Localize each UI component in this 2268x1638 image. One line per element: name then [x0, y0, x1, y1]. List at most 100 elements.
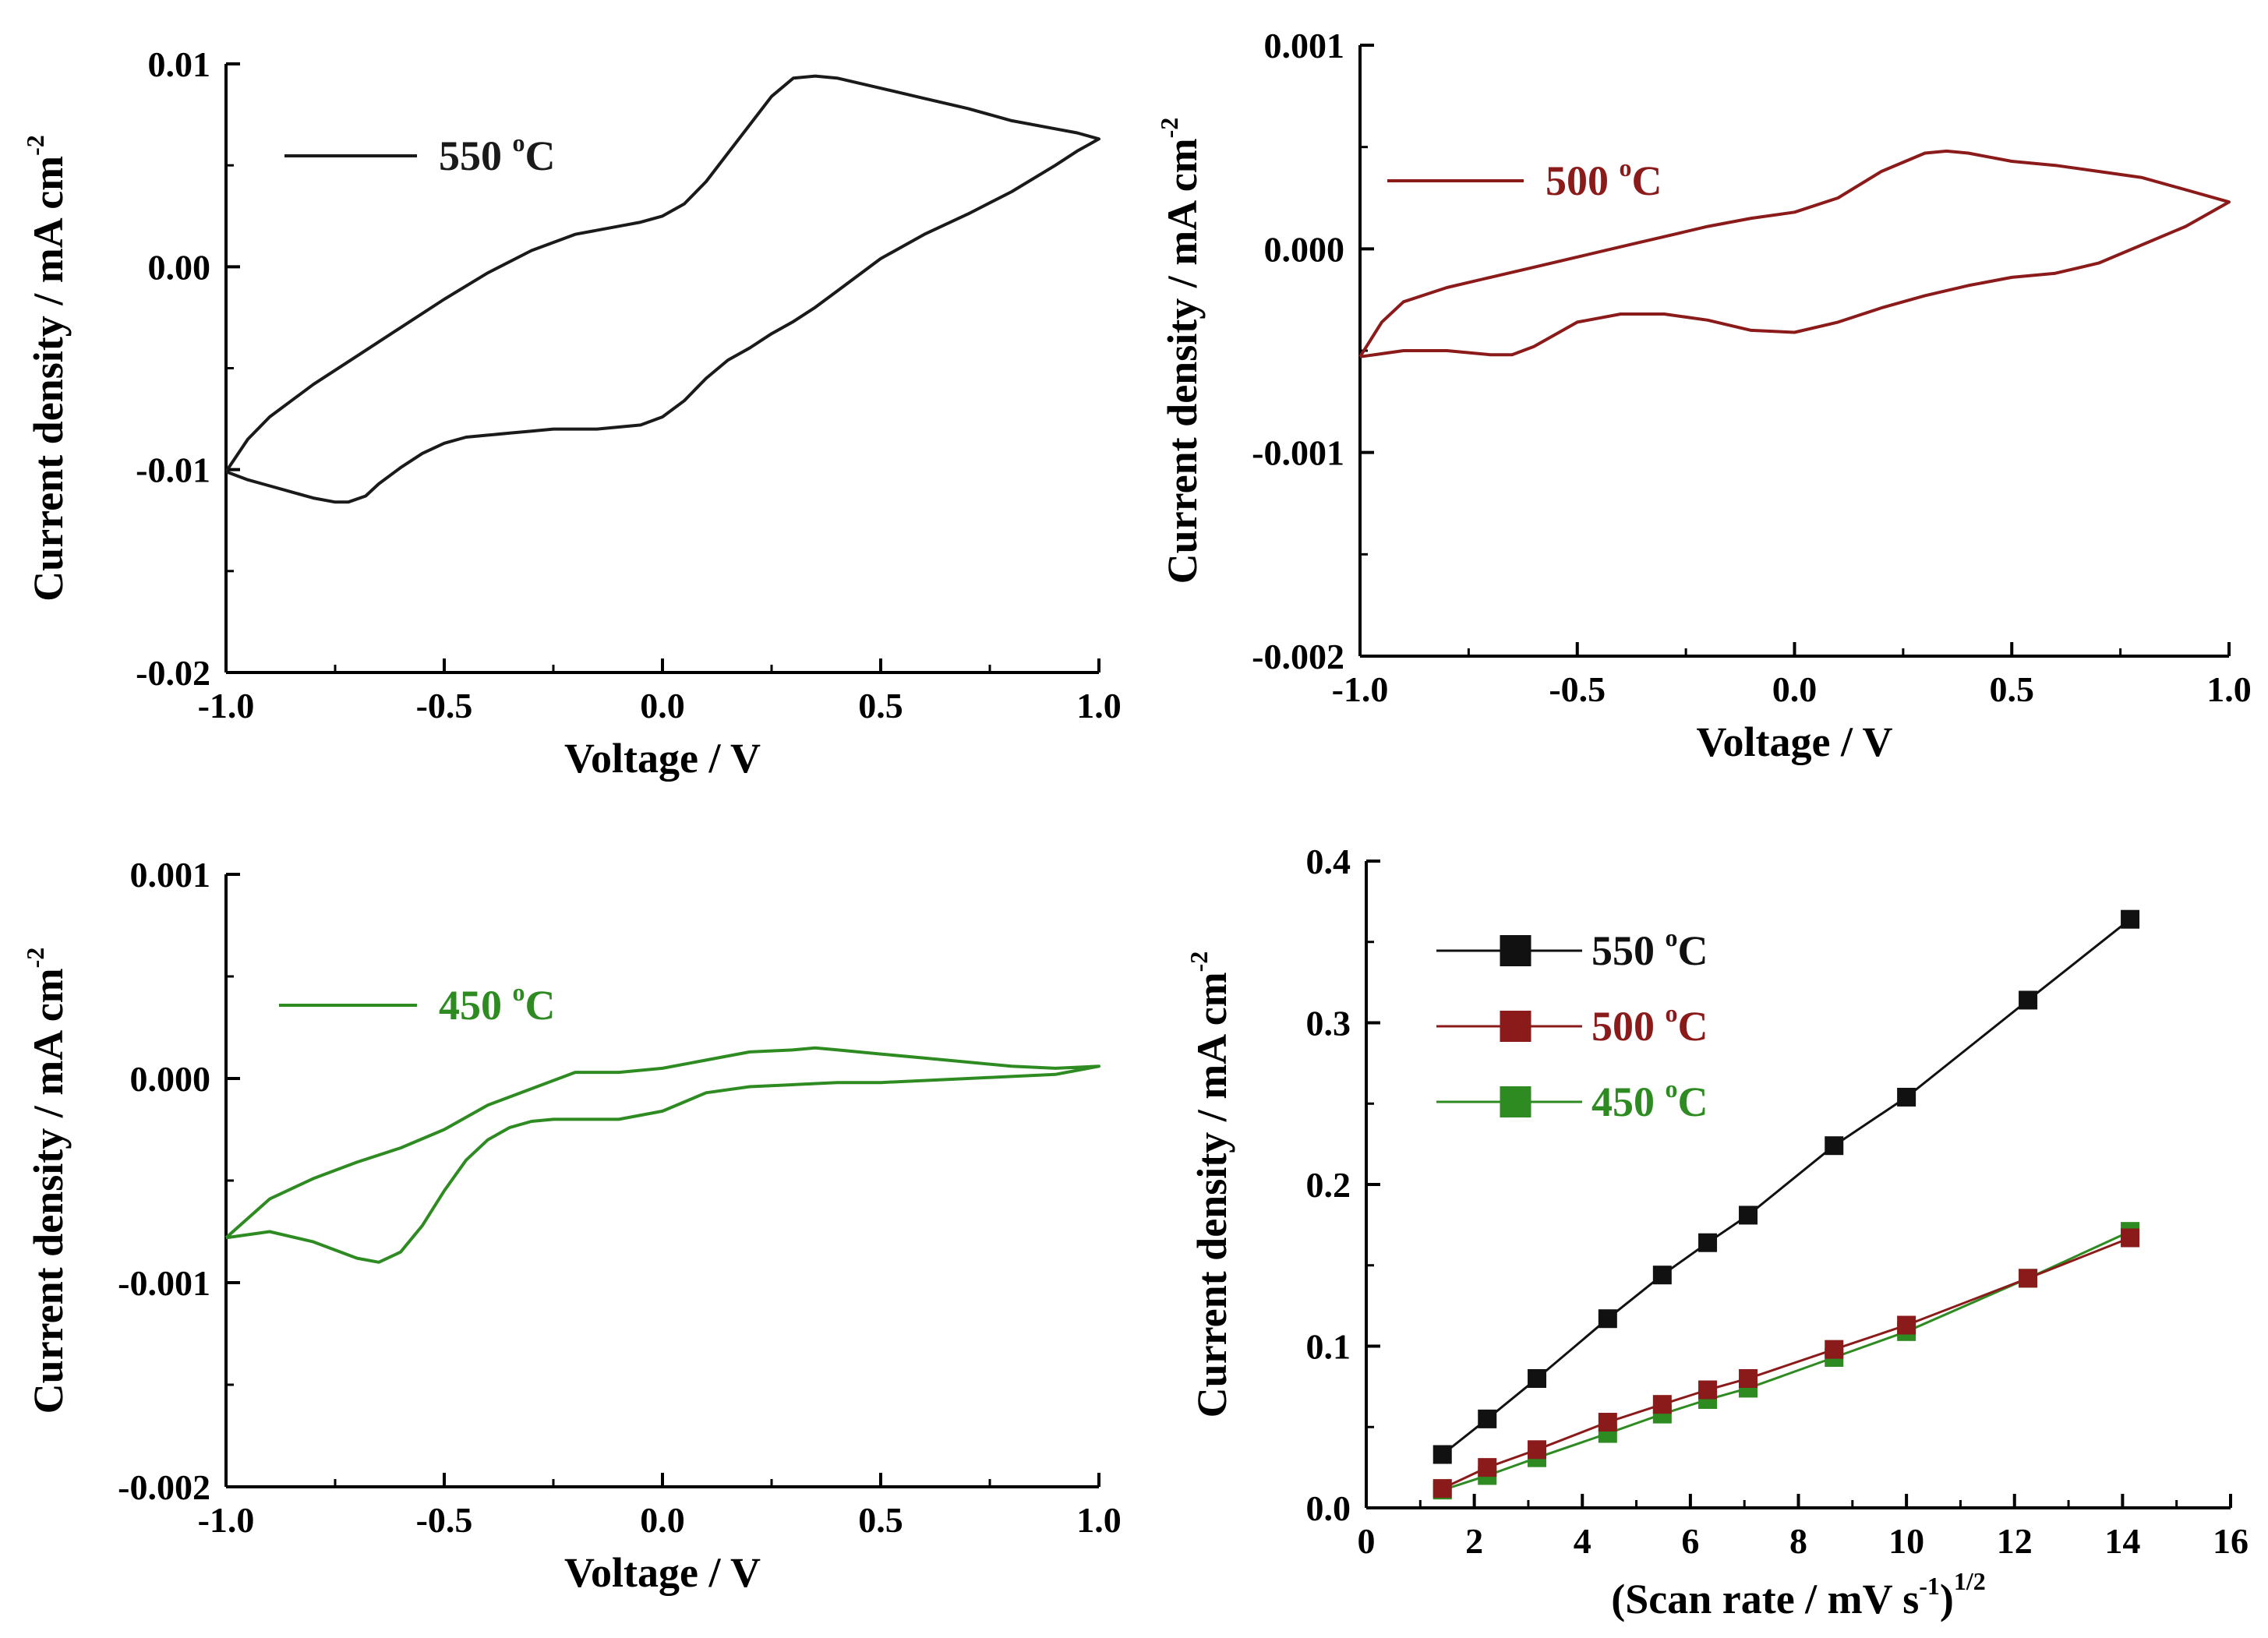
- cv500-legend-label: 500 oC: [1546, 154, 1662, 204]
- cv500-y-axis-title-main: Current density / mA cm: [1159, 138, 1206, 584]
- cv450-x-tick-label: -0.5: [416, 1500, 473, 1540]
- peak-x-tick-label: 4: [1574, 1521, 1591, 1561]
- peak-point-1-4: [1652, 1395, 1672, 1414]
- peak-y-axis-title: Current density / mA cm-2: [1185, 951, 1235, 1418]
- peak-legend-unit-1: C: [1678, 1003, 1708, 1050]
- cv550-x-axis-title: Voltage / V: [564, 735, 761, 782]
- cv450-legend-label: 450 oC: [439, 978, 556, 1029]
- cv450-legend-unit: C: [525, 982, 556, 1029]
- cv500-legend-degree: o: [1620, 154, 1632, 182]
- cv500-y-axis-title-sup: -2: [1155, 118, 1183, 139]
- peak-y-tick-label: 0.1: [1306, 1327, 1351, 1367]
- peak-x-tick-label: 12: [1997, 1521, 2033, 1561]
- cv450-x-tick-label: 0.0: [640, 1500, 685, 1540]
- peak-legend-label-2: 450 oC: [1591, 1075, 1708, 1125]
- peak-point-1-1: [1478, 1458, 1497, 1477]
- peak-point-0-9: [2019, 990, 2038, 1010]
- peak-point-0-0: [1433, 1445, 1452, 1464]
- peak-y-axis-title-sup: -2: [1185, 951, 1213, 973]
- cv450-y-axis-title: Current density / mA cm-2: [21, 948, 72, 1414]
- cv550-legend-temp: 550: [439, 132, 513, 179]
- cv450-x-tick-label: 0.5: [858, 1500, 903, 1540]
- cv450-y-tick-label: -0.001: [118, 1263, 210, 1303]
- peak-point-1-6: [1739, 1369, 1758, 1388]
- cv450-y-tick-label: 0.001: [130, 855, 211, 895]
- peak-point-0-4: [1652, 1266, 1672, 1285]
- peak-legend-degree-0: o: [1666, 923, 1678, 951]
- peak-legend-marker-0: [1500, 935, 1531, 966]
- cv500-y-tick-label: -0.001: [1252, 433, 1344, 473]
- cv500-y-tick-label: -0.002: [1252, 637, 1344, 676]
- peak-legend-label-0: 550 oC: [1591, 923, 1708, 974]
- cv450-legend-degree: o: [513, 978, 525, 1006]
- cv550-y-axis-title-sup: -2: [21, 135, 49, 156]
- peak-x-axis-title-sup1: -1: [1919, 1572, 1940, 1600]
- peak-y-tick-label: 0.3: [1306, 1004, 1351, 1043]
- cv500-x-tick-label: -0.5: [1549, 669, 1606, 709]
- peak-y-tick-label: 0.4: [1306, 842, 1351, 881]
- peak-x-axis-title: (Scan rate / mV s-1)1/2: [1611, 1567, 1986, 1622]
- cv550-x-tick-label: -0.5: [416, 686, 473, 725]
- peak-legend-degree-1: o: [1666, 999, 1678, 1027]
- peak-x-tick-label: 14: [2104, 1521, 2140, 1561]
- cv550-y-tick-label: 0.01: [148, 44, 211, 84]
- peak-legend-unit-0: C: [1678, 927, 1708, 974]
- cv550-y-axis-title-main: Current density / mA cm: [25, 156, 72, 602]
- peak-point-1-3: [1598, 1413, 1617, 1432]
- cv500-y-axis-title: Current density / mA cm-2: [1155, 118, 1206, 584]
- peak-y-tick-label: 0.0: [1306, 1488, 1351, 1528]
- peak-x-axis-title-close: ): [1940, 1576, 1954, 1622]
- cv450-y-tick-label: 0.000: [130, 1059, 211, 1099]
- cv500-x-axis-title: Voltage / V: [1696, 718, 1892, 765]
- peak-point-1-2: [1528, 1440, 1547, 1460]
- peak-point-0-3: [1598, 1309, 1617, 1329]
- peak-point-1-9: [2019, 1269, 2038, 1288]
- cv-500-panel: -1.0 -0.5 0.0 0.5 1.0 0.001 0.000 -0.001 -0.002 V…: [1155, 26, 2252, 765]
- peak-x-tick-label: 0: [1358, 1521, 1376, 1561]
- peak-x-tick-label: 2: [1465, 1521, 1483, 1561]
- peak-legend-marker-2: [1500, 1086, 1531, 1117]
- peak-point-0-8: [1897, 1087, 1916, 1107]
- peak-point-0-7: [1825, 1136, 1844, 1156]
- cv550-y-tick-label: -0.02: [136, 653, 210, 693]
- peak-point-0-6: [1739, 1206, 1758, 1225]
- cv500-x-tick-label: -1.0: [1332, 669, 1389, 709]
- cv500-y-tick-label: 0.000: [1264, 229, 1345, 269]
- peak-y-tick-label: 0.2: [1306, 1165, 1351, 1205]
- peak-point-1-5: [1698, 1380, 1718, 1400]
- cv550-legend-degree: o: [513, 129, 525, 157]
- peak-legend-marker-1: [1500, 1011, 1531, 1042]
- peak-legend-temp-2: 450: [1591, 1078, 1666, 1125]
- peak-point-0-1: [1478, 1409, 1497, 1428]
- cv450-cv-curve: [224, 1046, 1100, 1264]
- peak-point-0-10: [2121, 909, 2140, 929]
- peak-x-tick-label: 16: [2213, 1521, 2249, 1561]
- cv550-y-axis-title: Current density / mA cm-2: [21, 135, 72, 602]
- cv450-y-axis-title-sup: -2: [21, 948, 49, 969]
- cv550-cv-curve: [224, 74, 1100, 504]
- peak-x-axis-title-sup2: 1/2: [1954, 1567, 1986, 1595]
- peak-point-1-10: [2121, 1228, 2140, 1248]
- cv550-legend-label: 550 oC: [439, 129, 556, 179]
- peak-point-1-0: [1433, 1479, 1452, 1499]
- cv450-x-tick-label: 1.0: [1076, 1500, 1122, 1540]
- cv500-x-tick-label: 1.0: [2206, 669, 2252, 709]
- cv550-x-tick-label: 0.0: [640, 686, 685, 725]
- peak-x-axis-title-main: (Scan rate / mV s: [1611, 1576, 1919, 1622]
- peak-x-tick-label: 10: [1888, 1521, 1924, 1561]
- peak-legend-degree-2: o: [1666, 1075, 1678, 1103]
- peak-legend-temp-0: 550: [1591, 927, 1666, 974]
- cv550-x-tick-label: 0.5: [858, 686, 903, 725]
- cv550-legend-unit: C: [525, 132, 556, 179]
- peak-x-tick-label: 6: [1681, 1521, 1699, 1561]
- peak-point-0-2: [1528, 1369, 1547, 1388]
- peak-legend-temp-1: 500: [1591, 1003, 1666, 1050]
- cv450-x-axis-title: Voltage / V: [564, 1549, 761, 1596]
- peak-y-axis-title-main: Current density / mA cm: [1189, 972, 1235, 1417]
- cv450-y-tick-label: -0.002: [118, 1467, 210, 1507]
- peak-point-1-8: [1897, 1315, 1916, 1335]
- cv500-legend-temp: 500: [1546, 157, 1620, 204]
- cv-550-panel: -1.0 -0.5 0.0 0.5 1.0 0.01 0.00 -0.01 -0.02 Volta…: [21, 44, 1122, 782]
- cv550-x-tick-label: -1.0: [198, 686, 255, 725]
